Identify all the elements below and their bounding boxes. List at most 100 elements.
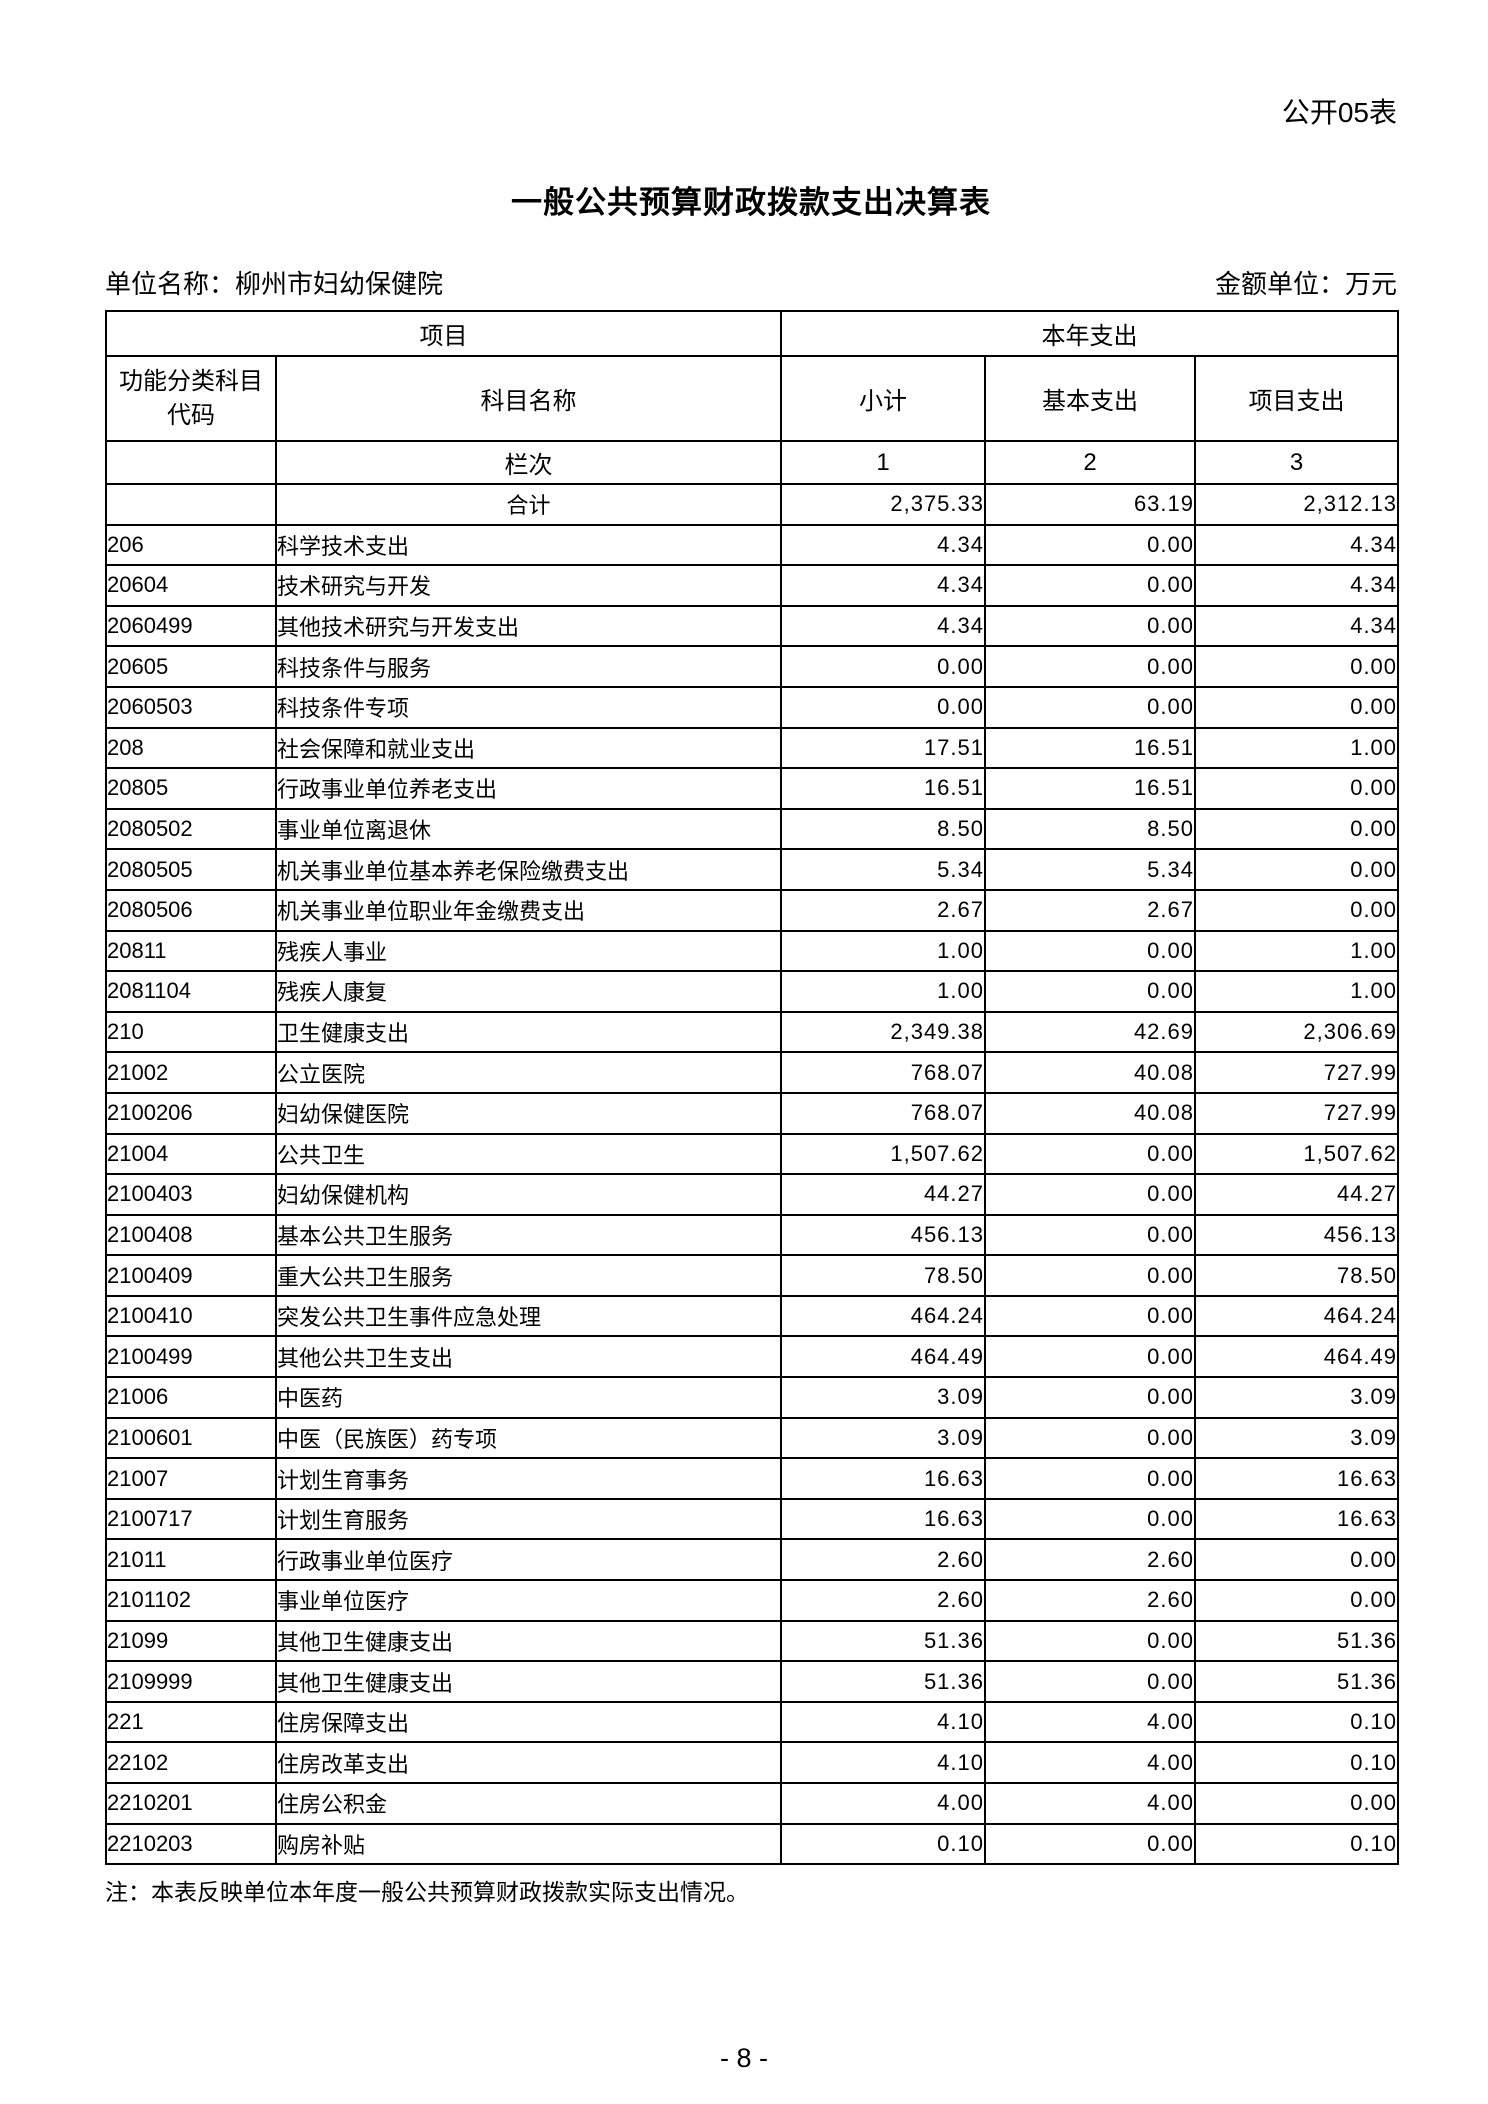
row-project: 0.00 [1193, 807, 1400, 851]
row-code: 2080505 [105, 848, 277, 891]
row-name: 卫生健康支出 [275, 1010, 782, 1054]
row-code: 20811 [105, 929, 277, 973]
table-row: 208 社会保障和就业支出 17.51 16.51 1.00 [105, 726, 1400, 770]
table-row: 2101102 事业单位医疗 2.60 2.60 0.00 [105, 1579, 1400, 1622]
row-code: 2100206 [105, 1091, 277, 1135]
column-index-2: 2 [984, 440, 1196, 485]
row-code: 206 [105, 523, 277, 567]
row-subtotal: 2,349.38 [780, 1010, 986, 1054]
row-subtotal: 51.36 [780, 1660, 986, 1703]
row-code: 2080506 [105, 888, 277, 932]
row-basic: 0.00 [984, 604, 1196, 648]
row-project: 0.00 [1193, 1538, 1400, 1582]
unit-name-label: 单位名称：柳州市妇幼保健院 [105, 269, 444, 299]
row-subtotal: 4.10 [780, 1700, 986, 1744]
row-project: 3.09 [1193, 1416, 1400, 1460]
row-code: 22102 [105, 1741, 277, 1784]
column-index-label: 栏次 [275, 440, 782, 485]
row-subtotal: 3.09 [780, 1376, 986, 1419]
page-number: - 8 - [719, 2043, 768, 2073]
row-basic: 16.51 [984, 726, 1196, 770]
sheet-number-label: 公开05表 [1281, 97, 1397, 128]
header-group-current-year: 本年支出 [779, 310, 1400, 357]
row-subtotal: 4.34 [780, 564, 986, 607]
row-project: 456.13 [1193, 1213, 1400, 1257]
row-subtotal: 1,507.62 [780, 1132, 986, 1176]
total-row: 合计 2,375.33 63.19 2,312.13 [105, 483, 1400, 526]
row-code: 2101102 [105, 1579, 277, 1622]
row-basic: 0.00 [984, 1132, 1196, 1176]
table-row: 2100206 妇幼保健医院 768.07 40.08 727.99 [105, 1091, 1400, 1135]
table-row: 21004 公共卫生 1,507.62 0.00 1,507.62 [105, 1132, 1400, 1176]
row-project: 1.00 [1193, 726, 1400, 770]
row-subtotal: 0.00 [780, 685, 986, 729]
row-project: 0.00 [1193, 645, 1400, 688]
row-subtotal: 4.10 [780, 1741, 986, 1784]
row-basic: 2.60 [984, 1579, 1196, 1622]
row-basic: 4.00 [984, 1741, 1196, 1784]
table-row: 22102 住房改革支出 4.10 4.00 0.10 [105, 1741, 1400, 1784]
row-code: 2100499 [105, 1335, 277, 1379]
table-row: 21007 计划生育事务 16.63 0.00 16.63 [105, 1457, 1400, 1500]
table-row: 20605 科技条件与服务 0.00 0.00 0.00 [105, 645, 1400, 688]
page-title: 一般公共预算财政拨款支出决算表 [511, 185, 991, 220]
row-name: 事业单位医疗 [275, 1579, 782, 1622]
row-subtotal: 1.00 [780, 970, 986, 1013]
row-name: 住房保障支出 [275, 1700, 782, 1744]
row-code: 2100410 [105, 1294, 277, 1338]
row-name: 突发公共卫生事件应急处理 [275, 1294, 782, 1338]
header-group-row: 项目 本年支出 [105, 310, 1400, 357]
row-basic: 0.00 [984, 564, 1196, 607]
row-subtotal: 768.07 [780, 1091, 986, 1135]
table-footnote: 注：本表反映单位本年度一般公共预算财政拨款实际支出情况。 [105, 1879, 749, 1906]
row-project: 2,306.69 [1193, 1010, 1400, 1054]
table-row: 20805 行政事业单位养老支出 16.51 16.51 0.00 [105, 767, 1400, 810]
row-project: 0.00 [1193, 1782, 1400, 1825]
row-name: 其他公共卫生支出 [275, 1335, 782, 1379]
row-code: 21011 [105, 1538, 277, 1582]
row-code: 21099 [105, 1619, 277, 1663]
row-name: 计划生育服务 [275, 1497, 782, 1541]
row-name: 残疾人康复 [275, 970, 782, 1013]
row-subtotal: 0.00 [780, 645, 986, 688]
row-name: 计划生育事务 [275, 1457, 782, 1500]
row-name: 机关事业单位基本养老保险缴费支出 [275, 848, 782, 891]
total-row-name: 合计 [275, 483, 782, 526]
row-basic: 0.00 [984, 1173, 1196, 1216]
row-project: 464.49 [1193, 1335, 1400, 1379]
row-code: 20604 [105, 564, 277, 607]
row-name: 社会保障和就业支出 [275, 726, 782, 770]
table-row: 21099 其他卫生健康支出 51.36 0.00 51.36 [105, 1619, 1400, 1663]
row-code: 208 [105, 726, 277, 770]
meta-row: 单位名称：柳州市妇幼保健院 金额单位：万元 [105, 268, 1397, 300]
row-code: 2100717 [105, 1497, 277, 1541]
row-name: 基本公共卫生服务 [275, 1213, 782, 1257]
row-project: 1.00 [1193, 970, 1400, 1013]
row-subtotal: 768.07 [780, 1051, 986, 1094]
row-code: 2210201 [105, 1782, 277, 1825]
row-project: 51.36 [1193, 1619, 1400, 1663]
table-row: 2100717 计划生育服务 16.63 0.00 16.63 [105, 1497, 1400, 1541]
row-project: 0.00 [1193, 888, 1400, 932]
row-project: 727.99 [1193, 1051, 1400, 1094]
header-col-basic: 基本支出 [984, 355, 1196, 442]
row-basic: 0.00 [984, 1294, 1196, 1338]
row-name: 事业单位离退休 [275, 807, 782, 851]
column-index-row: 栏次 1 2 3 [105, 440, 1400, 485]
row-subtotal: 16.51 [780, 767, 986, 810]
row-basic: 42.69 [984, 1010, 1196, 1054]
row-subtotal: 4.00 [780, 1782, 986, 1825]
table-row: 21002 公立医院 768.07 40.08 727.99 [105, 1051, 1400, 1094]
table-row: 2060499 其他技术研究与开发支出 4.34 0.00 4.34 [105, 604, 1400, 648]
row-subtotal: 17.51 [780, 726, 986, 770]
row-project: 51.36 [1193, 1660, 1400, 1703]
row-code: 2100403 [105, 1173, 277, 1216]
row-name: 科技条件与服务 [275, 645, 782, 688]
row-subtotal: 2.60 [780, 1579, 986, 1622]
table-row: 20811 残疾人事业 1.00 0.00 1.00 [105, 929, 1400, 973]
header-col-project: 项目支出 [1193, 355, 1400, 442]
row-name: 行政事业单位养老支出 [275, 767, 782, 810]
row-basic: 8.50 [984, 807, 1196, 851]
header-col-code: 功能分类科目 代码 [105, 355, 277, 442]
row-name: 其他技术研究与开发支出 [275, 604, 782, 648]
